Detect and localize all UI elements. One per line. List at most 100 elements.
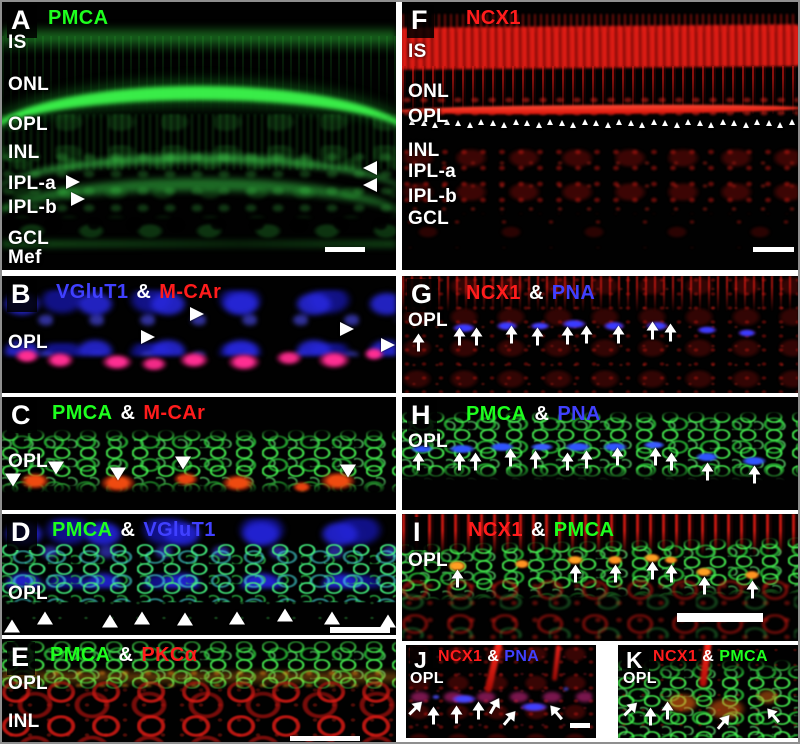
arrowhead-icon bbox=[501, 121, 508, 128]
layer-label: OPL bbox=[408, 310, 448, 331]
marker-label: NCX1 bbox=[468, 519, 523, 541]
arrow-icon bbox=[406, 697, 426, 720]
fluorescence-art bbox=[402, 103, 798, 116]
panel-letter: G bbox=[407, 279, 439, 312]
marker-label: PMCA bbox=[52, 402, 113, 424]
fluorescence-art bbox=[402, 96, 798, 122]
marker-label: PMCA bbox=[553, 519, 615, 541]
arrow-icon bbox=[503, 450, 518, 467]
fluorescence-art bbox=[2, 544, 396, 602]
fluorescence-art bbox=[402, 276, 798, 312]
layer-label: INL bbox=[408, 140, 440, 161]
layer-label: IS bbox=[8, 32, 27, 53]
panel-letter: I bbox=[409, 517, 427, 550]
arrow-icon bbox=[660, 703, 675, 720]
arrow-icon bbox=[611, 327, 626, 344]
marker-label: PKCα bbox=[141, 644, 198, 666]
arrowhead-icon bbox=[512, 118, 519, 125]
marker-label: & bbox=[118, 644, 134, 666]
arrowhead-icon bbox=[229, 611, 245, 625]
arrowhead-icon bbox=[581, 118, 588, 125]
marker-label: PMCA bbox=[719, 648, 768, 665]
arrowhead-icon bbox=[381, 338, 395, 352]
arrow-icon bbox=[450, 571, 465, 588]
arrowhead-icon bbox=[324, 611, 340, 625]
layer-label: OPL bbox=[8, 114, 48, 135]
marker-label: & bbox=[702, 648, 715, 665]
arrowhead-icon bbox=[604, 121, 611, 128]
panel-title: NCX1 & PNA bbox=[466, 283, 595, 303]
panel-letter: E bbox=[7, 642, 36, 675]
panel-title: PMCA & PKCα bbox=[50, 645, 197, 665]
arrowhead-icon bbox=[4, 619, 20, 633]
arrowhead-icon bbox=[639, 121, 646, 128]
arrowhead-icon bbox=[5, 473, 21, 487]
arrowhead-icon bbox=[789, 118, 795, 125]
arrow-icon bbox=[411, 335, 426, 352]
marker-label: PNA bbox=[551, 282, 596, 304]
fluorescence-art bbox=[2, 681, 396, 742]
arrowhead-icon bbox=[66, 175, 80, 189]
panel-c-pmca-mcar: C PMCA & M-CAr OPL bbox=[2, 397, 396, 510]
layer-label: ONL bbox=[408, 81, 450, 102]
marker-label: & bbox=[136, 281, 152, 303]
arrow-icon bbox=[579, 327, 594, 344]
layer-label: ONL bbox=[8, 74, 50, 95]
fluorescence-art bbox=[2, 216, 396, 246]
arrow-icon bbox=[498, 707, 520, 730]
arrowhead-icon bbox=[547, 118, 554, 125]
marker-label: NCX1 bbox=[438, 648, 483, 665]
marker-label: PNA bbox=[504, 648, 540, 665]
arrowhead-icon bbox=[593, 120, 600, 126]
panel-title: PMCA & PNA bbox=[466, 404, 601, 424]
arrowhead-icon bbox=[558, 120, 565, 126]
panel-k-ncx1-pmca-zoom: K NCX1 & PMCA OPL bbox=[618, 645, 798, 738]
fluorescence-art bbox=[551, 645, 562, 682]
arrowhead-icon bbox=[719, 118, 726, 125]
arrowhead-icon bbox=[37, 611, 53, 625]
arrow-icon bbox=[452, 454, 467, 471]
arrowhead-icon bbox=[685, 118, 692, 125]
fluorescence-art bbox=[402, 214, 798, 248]
arrow-icon bbox=[747, 467, 762, 484]
arrowhead-icon bbox=[177, 612, 193, 626]
panel-d-pmca-vglut1: D PMCA & VGluT1 OPL bbox=[2, 514, 396, 635]
marker-label: NCX1 bbox=[466, 282, 521, 304]
arrowhead-icon bbox=[71, 192, 85, 206]
arrow-icon bbox=[528, 452, 543, 469]
panel-i-ncx1-pmca: I NCX1 & PMCA OPL bbox=[402, 514, 798, 641]
marker-label: PNA bbox=[557, 403, 601, 425]
layer-label: OPL bbox=[410, 670, 444, 687]
arrowhead-icon bbox=[708, 121, 715, 128]
layer-label: GCL bbox=[408, 208, 450, 229]
fluorescence-art bbox=[2, 152, 396, 218]
fluorescence-art bbox=[2, 114, 396, 170]
marker-label: & bbox=[530, 519, 546, 541]
arrowhead-icon bbox=[432, 121, 439, 128]
layer-label: IPL-b bbox=[408, 186, 457, 207]
panel-title: NCX1 & PMCA bbox=[468, 520, 614, 540]
arrowhead-icon bbox=[616, 118, 623, 125]
marker-label: PMCA bbox=[52, 519, 113, 541]
arrow-icon bbox=[504, 327, 519, 344]
arrowhead-icon bbox=[380, 614, 396, 628]
arrow-icon bbox=[648, 449, 663, 466]
arrowhead-icon bbox=[535, 121, 542, 128]
marker-label: PMCA bbox=[48, 7, 109, 29]
scale-bar bbox=[325, 247, 365, 252]
arrowhead-icon bbox=[134, 611, 150, 625]
arrow-icon bbox=[568, 566, 583, 583]
marker-label: & bbox=[528, 282, 544, 304]
panel-h-pmca-pna: H PMCA & PNA OPL bbox=[402, 397, 798, 510]
marker-label: VGluT1 bbox=[56, 281, 129, 303]
panel-title: NCX1 & PNA bbox=[438, 649, 544, 665]
arrow-icon bbox=[411, 454, 426, 471]
arrow-icon bbox=[712, 711, 734, 734]
panel-b-vglut1-mcar: B VGluT1 & M-CAr OPL bbox=[2, 276, 396, 393]
arrow-icon bbox=[645, 563, 660, 580]
arrowhead-icon bbox=[742, 121, 749, 128]
arrow-icon bbox=[560, 454, 575, 471]
fluorescence-art bbox=[2, 667, 396, 687]
fluorescence-art bbox=[402, 14, 798, 32]
